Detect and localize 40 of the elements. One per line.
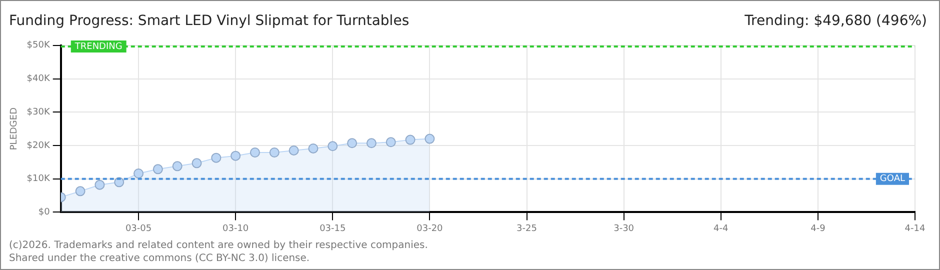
ref-line-label: GOAL [880, 174, 906, 184]
point [75, 186, 86, 196]
point [269, 147, 280, 158]
y-tick-label: $30K [26, 107, 51, 118]
point [347, 138, 358, 148]
y-tick-label: $50K [26, 40, 51, 51]
point [211, 152, 222, 163]
text: Shared under the creative commons (CC BY-NC 3.0) license. [9, 252, 311, 265]
text: (c)2026. Trademarks and related content are owned by their respective companies. [9, 239, 428, 252]
ref-line-label: TRENDING [74, 42, 122, 52]
point [230, 150, 241, 161]
x-tick-label: 03-05 [125, 224, 152, 234]
point [328, 141, 338, 152]
point [250, 147, 260, 158]
y-tick-label: $0 [38, 208, 50, 218]
x-tick-label: 03-20 [416, 224, 444, 234]
y-tick-label: $10K [26, 174, 51, 184]
point [288, 145, 299, 156]
x-tick-label: 03-15 [320, 224, 346, 234]
x-tick-label: 3-25 [516, 224, 537, 234]
point [405, 134, 416, 145]
x-tick-label: 3-30 [614, 224, 634, 234]
point [386, 137, 396, 148]
x-tick-label: 03-10 [222, 224, 249, 234]
point [172, 161, 182, 172]
point [424, 134, 435, 144]
point [192, 158, 202, 168]
y-tick-label: $40K [26, 74, 51, 84]
point [152, 164, 163, 174]
x-tick-label: 4-9 [810, 224, 826, 234]
y-axis-title: PLEDGED [10, 107, 20, 150]
point [94, 180, 105, 190]
chart-title: Funding Progress: Smart LED Vinyl Slipmat for Turntables [9, 13, 410, 29]
x-tick-label: 4-14 [904, 224, 926, 234]
point [308, 143, 318, 154]
y-tick-label: $20K [26, 140, 51, 151]
chart-subtitle: Trending: $49,680 (496%) [744, 13, 927, 29]
point [134, 168, 144, 179]
point [366, 138, 376, 148]
x-tick-label: 4-4 [714, 224, 729, 234]
